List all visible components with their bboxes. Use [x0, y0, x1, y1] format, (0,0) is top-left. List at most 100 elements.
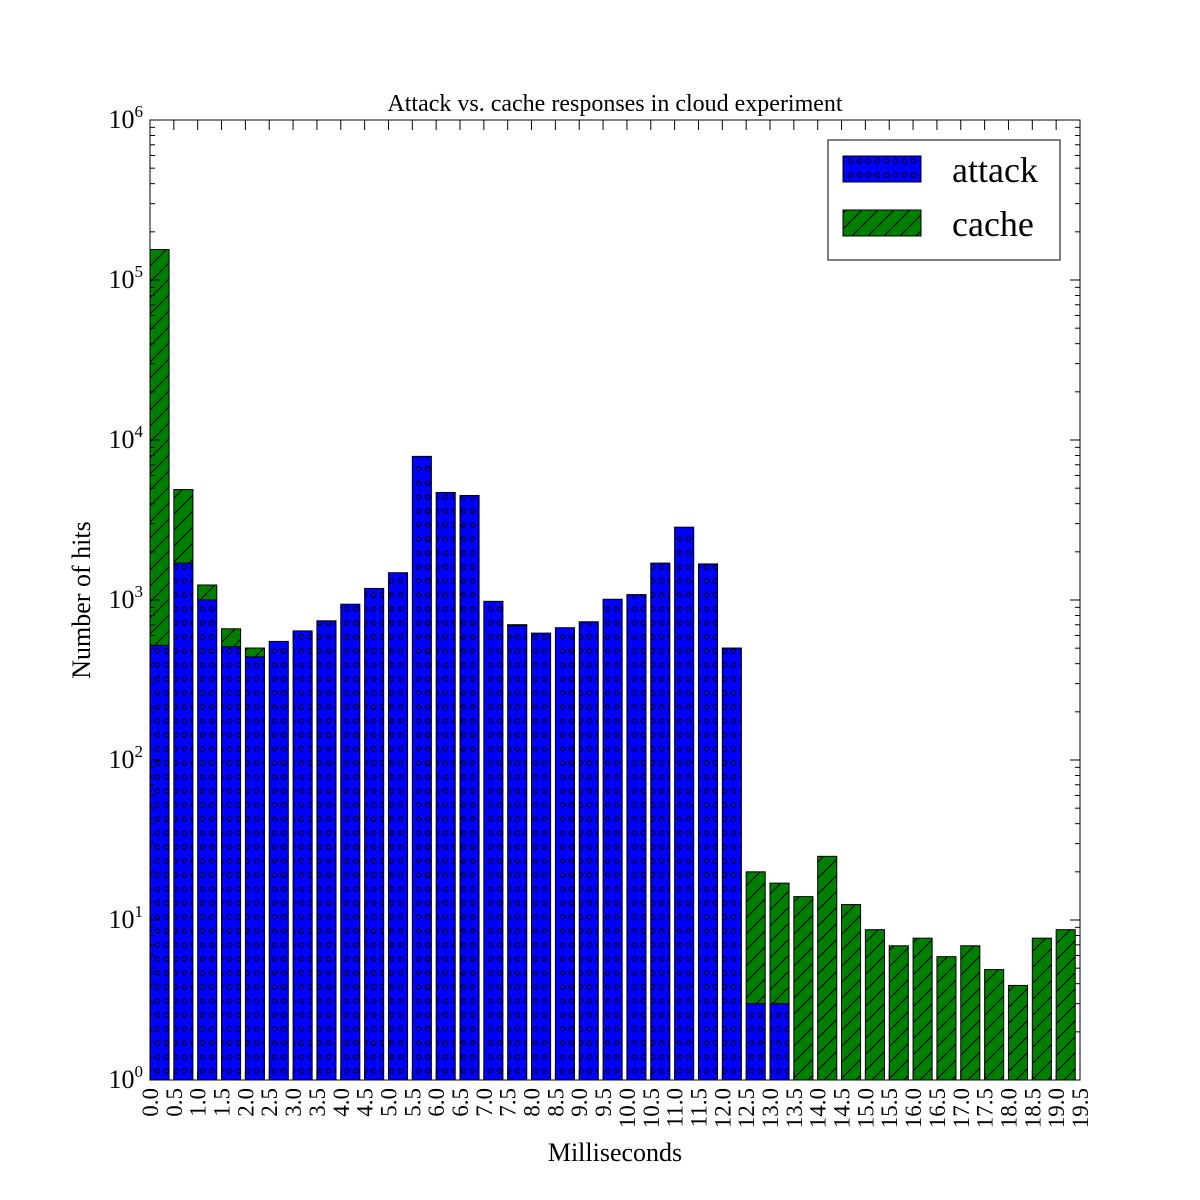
x-tick-label: 8.0 [520, 1088, 545, 1117]
x-tick-label: 12.5 [734, 1088, 759, 1128]
bar-cache-25 [745, 871, 766, 1005]
y-tick-label: 100 [109, 1062, 144, 1094]
x-tick-label: 14.0 [806, 1088, 831, 1128]
bar-cache-4 [244, 647, 265, 658]
legend-swatch-attack [842, 155, 922, 183]
bar-attack-1 [173, 562, 194, 1081]
x-tick-label: 10.0 [615, 1088, 640, 1128]
bar-cache-3 [221, 628, 242, 648]
x-tick-label: 13.0 [758, 1088, 783, 1128]
bar-attack-12 [435, 491, 456, 1081]
x-tick-label: 17.5 [973, 1088, 998, 1128]
bar-cache-31 [888, 945, 909, 1081]
y-tick-label: 106 [109, 102, 144, 134]
y-tick-label: 104 [109, 422, 144, 454]
x-tick-label: 2.5 [257, 1088, 282, 1117]
y-axis-ticks: 100 101 102 103 104 105 106 [109, 102, 1080, 1094]
x-tick-label: 14.5 [830, 1088, 855, 1128]
bar-attack-2 [197, 599, 218, 1081]
chart-title: Attack vs. cache responses in cloud expe… [387, 91, 843, 117]
bar-cache-1 [173, 489, 194, 564]
bar-cache-29 [841, 903, 862, 1081]
bar-attack-25 [745, 1003, 766, 1081]
x-tick-label: 11.5 [686, 1088, 711, 1127]
x-tick-label: 15.5 [877, 1088, 902, 1128]
bar-cache-33 [936, 956, 957, 1081]
x-tick-label: 16.0 [901, 1088, 926, 1128]
bar-cache-26 [769, 882, 790, 1005]
bar-cache-28 [817, 855, 838, 1081]
x-tick-label: 13.5 [782, 1088, 807, 1128]
bar-attack-4 [244, 656, 265, 1081]
bar-attack-15 [507, 625, 528, 1081]
x-tick-label: 5.5 [400, 1088, 425, 1117]
bar-attack-19 [602, 598, 623, 1081]
bar-attack-5 [268, 640, 289, 1081]
x-tick-label: 7.5 [496, 1088, 521, 1117]
bar-cache-34 [960, 945, 981, 1081]
x-tick-label: 11.0 [663, 1088, 688, 1127]
x-tick-label: 19.0 [1044, 1088, 1069, 1128]
x-tick-label: 15.0 [853, 1088, 878, 1128]
legend: attack cache [827, 139, 1061, 261]
bar-attack-24 [721, 647, 742, 1081]
y-tick-label: 105 [109, 262, 144, 294]
bar-attack-26 [769, 1003, 790, 1081]
bar-attack-21 [650, 562, 671, 1081]
bar-cache-30 [864, 929, 885, 1081]
x-tick-label: 8.5 [543, 1088, 568, 1117]
bar-attack-7 [316, 620, 337, 1081]
x-tick-label: 4.5 [353, 1088, 378, 1117]
x-tick-label: 17.0 [949, 1088, 974, 1128]
bar-attack-16 [531, 632, 552, 1081]
x-tick-label: 19.5 [1068, 1088, 1093, 1128]
x-tick-label: 6.5 [448, 1088, 473, 1117]
x-tick-label: 12.0 [710, 1088, 735, 1128]
bars-group [149, 249, 1076, 1081]
bar-cache-2 [197, 584, 218, 601]
bar-attack-9 [364, 587, 385, 1081]
bar-attack-3 [221, 646, 242, 1081]
bar-attack-14 [483, 600, 504, 1081]
bar-cache-35 [984, 969, 1005, 1081]
x-tick-label: 1.0 [186, 1088, 211, 1117]
x-tick-label: 5.0 [376, 1088, 401, 1117]
x-tick-label: 9.0 [567, 1088, 592, 1117]
x-tick-label: 0.5 [162, 1088, 187, 1117]
bar-attack-20 [626, 594, 647, 1081]
bar-attack-11 [411, 455, 432, 1081]
x-tick-label: 16.5 [925, 1088, 950, 1128]
bar-attack-17 [554, 627, 575, 1081]
x-tick-label: 10.5 [639, 1088, 664, 1128]
x-tick-label: 6.0 [424, 1088, 449, 1117]
bar-attack-10 [387, 572, 409, 1081]
y-tick-label: 102 [109, 742, 144, 774]
y-axis-label: Number of hits [67, 521, 96, 678]
x-tick-label: 3.0 [281, 1088, 306, 1117]
bar-cache-37 [1031, 937, 1052, 1081]
bar-cache-27 [793, 896, 814, 1081]
x-tick-label: 0.0 [138, 1088, 163, 1117]
x-tick-label: 7.0 [472, 1088, 497, 1117]
y-tick-label: 101 [109, 902, 144, 934]
legend-label-attack: attack [952, 150, 1038, 190]
bar-cache-38 [1055, 929, 1076, 1081]
legend-swatch-cache [842, 209, 922, 237]
bar-attack-13 [459, 494, 480, 1081]
y-tick-label: 103 [109, 582, 144, 614]
bar-attack-23 [697, 563, 719, 1081]
x-tick-label: 18.5 [1020, 1088, 1045, 1128]
x-tick-label: 9.5 [591, 1088, 616, 1117]
plot-area-frame [149, 119, 1081, 1081]
bar-attack-18 [578, 621, 599, 1081]
bar-attack-8 [340, 603, 361, 1081]
bar-cache-32 [912, 937, 933, 1081]
bar-cache-15 [507, 624, 528, 627]
bar-attack-0 [149, 644, 170, 1081]
x-tick-label: 1.5 [210, 1088, 235, 1117]
x-tick-label: 4.0 [329, 1088, 354, 1117]
x-tick-label: 3.5 [305, 1088, 330, 1117]
x-tick-label: 2.0 [233, 1088, 258, 1117]
bar-attack-6 [292, 630, 313, 1081]
